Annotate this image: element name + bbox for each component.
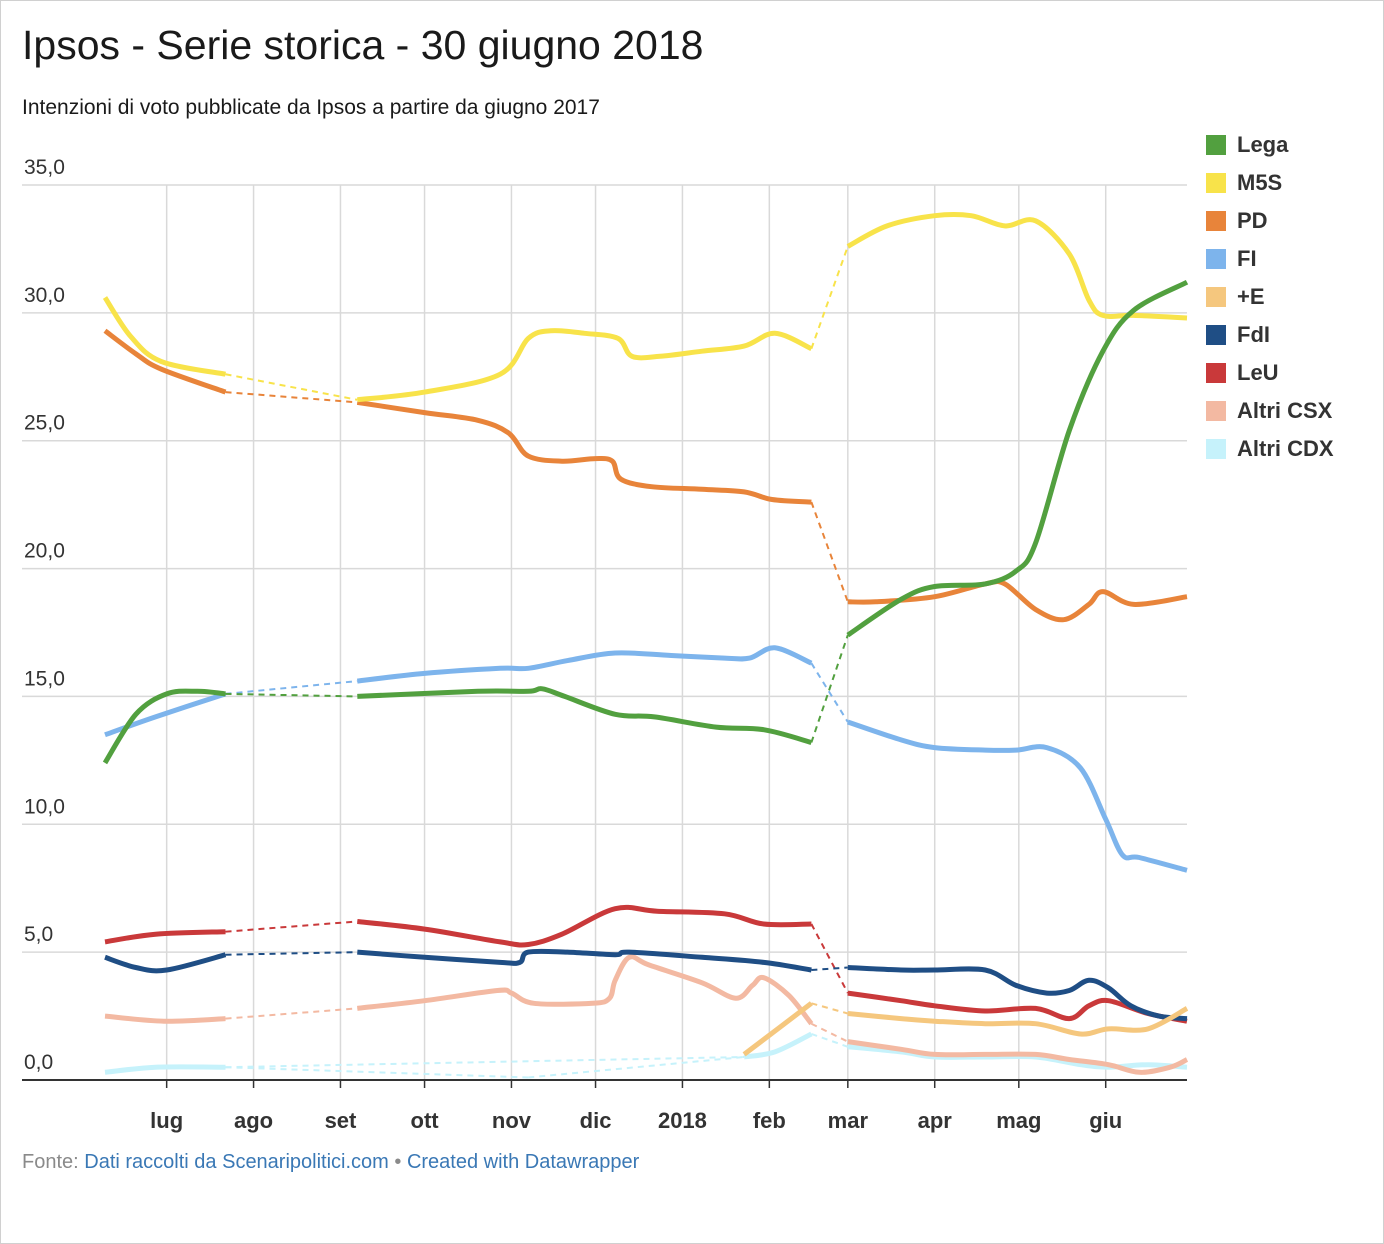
series-m5s-line [102,296,226,377]
footer-prefix: Fonte: [22,1151,85,1173]
series-leu-line [104,929,226,945]
x-tick-label: ott [411,1108,440,1133]
series-altri-cdx-gap-connector [225,1066,529,1079]
series-fi-line [847,719,1188,873]
series-altri-csx-gap-connector [225,1007,358,1020]
legend-swatch [1206,287,1226,307]
series-fi-gap-connector [810,662,849,723]
series-fi-line [357,645,813,684]
series-altri-csx-line [104,1013,226,1024]
footer-separator: • [388,1151,407,1173]
legend-label: LeU [1237,360,1279,385]
y-tick-label: 20,0 [24,540,65,563]
series-pd-line [356,399,812,505]
legend-label: M5S [1237,170,1283,195]
series-leu-gap-connector [810,923,849,994]
series-fdi-gap-connector [811,966,848,972]
series-fdi-line [847,965,1188,1022]
credit-link[interactable]: Created with Datawrapper [406,1151,640,1173]
legend-item-e: +E [1206,278,1334,316]
legend-swatch [1206,135,1226,155]
series-m5s-line [357,328,813,403]
series-m5s-line [846,211,1188,321]
legend-swatch [1206,363,1226,383]
series-fi-gap-connector [225,680,358,695]
legend-label: FI [1237,246,1257,271]
series-leu-line [847,990,1188,1024]
series-fdi-line [357,948,812,973]
legend-swatch [1206,249,1226,269]
series-fi-line [104,691,227,738]
legend-swatch [1206,173,1226,193]
y-tick-label: 35,0 [24,156,65,179]
x-tick-label: lug [150,1108,183,1133]
x-tick-label: 2018 [658,1108,707,1133]
x-tick-label: mag [996,1108,1041,1133]
series-e-line [847,1006,1189,1037]
chart-legend: Lega M5S PD FI +E FdI LeU Altri CSX Altri CDX [1206,126,1334,468]
series-lega-line [102,688,226,765]
series-leu-gap-connector [225,920,358,933]
series-altri-cdx-gap-connector [528,1055,745,1079]
series-altri-cdx-gap-connector [225,1055,745,1069]
series-altri-csx-line [357,954,814,1026]
series-e-gap-connector [811,1002,849,1015]
y-tick-label: 5,0 [24,923,53,946]
legend-item-lega: Lega [1206,126,1334,164]
series-lega-line [357,686,813,745]
legend-label: PD [1237,208,1268,233]
y-tick-label: 0,0 [24,1051,53,1074]
series-lega-gap-connector [810,634,849,743]
x-tick-label: apr [918,1108,953,1133]
series-m5s-gap-connector [810,246,849,349]
legend-swatch [1206,439,1226,459]
chart-title: Ipsos - Serie storica - 30 giugno 2018 [22,22,704,68]
legend-label: FdI [1237,322,1270,347]
legend-item-pd: PD [1206,202,1334,240]
x-tick-label: ago [234,1108,273,1133]
series-lega-line [846,279,1189,638]
legend-label: Lega [1237,132,1289,157]
legend-item-altri-csx: Altri CSX [1206,392,1334,430]
source-link[interactable]: Dati raccolti da Scenaripolitici.com [84,1151,389,1173]
legend-label: +E [1237,284,1265,309]
series-altri-cdx-gap-connector [811,1033,849,1048]
legend-item-m5s: M5S [1206,164,1334,202]
x-tick-label: set [325,1108,357,1133]
legend-item-leu: LeU [1206,354,1334,392]
series-pd-gap-connector [810,501,849,603]
legend-swatch [1206,325,1226,345]
series-leu-line [357,904,812,948]
chart-subtitle: Intenzioni di voto pubblicate da Ipsos a… [22,96,600,119]
legend-swatch [1206,401,1226,421]
legend-label: Altri CSX [1237,398,1333,423]
legend-item-fi: FI [1206,240,1334,278]
y-tick-label: 15,0 [24,667,65,690]
footer: Fonte: Dati raccolti da Scenaripolitici.… [22,1151,639,1174]
series-altri-cdx-line [104,1064,226,1075]
x-tick-label: giu [1089,1108,1122,1133]
y-tick-label: 25,0 [24,412,65,435]
x-tick-label: mar [828,1108,869,1133]
legend-item-fdi: FdI [1206,316,1334,354]
x-tick-label: feb [753,1108,786,1133]
y-tick-label: 10,0 [24,795,65,818]
series-pd-line [847,579,1188,623]
series-pd-gap-connector [225,391,358,404]
series-fdi-line [104,952,227,974]
series-pd-line [103,328,227,395]
x-tick-label: nov [492,1108,532,1133]
legend-swatch [1206,211,1226,231]
series-altri-csx-line [847,1039,1189,1075]
y-tick-label: 30,0 [24,284,65,307]
series-e-line [742,1001,813,1057]
x-tick-label: dic [580,1108,612,1133]
series-altri-csx-gap-connector [810,1022,849,1043]
series-m5s-gap-connector [225,373,358,401]
legend-label: Altri CDX [1237,436,1334,461]
series-altri-cdx-line [743,1031,813,1060]
legend-item-altri-cdx: Altri CDX [1206,430,1334,468]
